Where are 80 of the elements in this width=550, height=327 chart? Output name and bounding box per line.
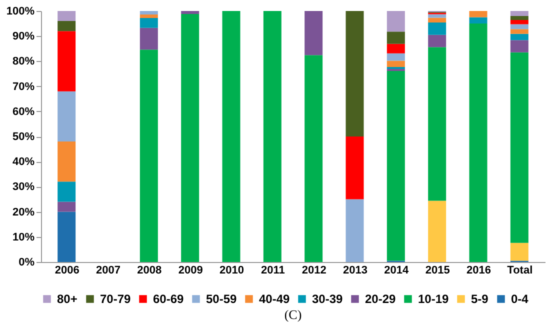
- bar: [510, 24, 528, 30]
- bar: [510, 40, 528, 52]
- bar: [428, 22, 446, 35]
- bar: [428, 18, 446, 23]
- bar: [263, 11, 282, 262]
- y-tick-label: 30%: [12, 181, 35, 194]
- bar: [386, 53, 405, 61]
- bar: [510, 16, 528, 20]
- bar: [140, 14, 158, 18]
- bar: [58, 182, 76, 202]
- x-tick-label: 2013: [343, 264, 368, 276]
- bar: [58, 11, 76, 22]
- bar: [140, 18, 158, 28]
- bar: [386, 44, 405, 54]
- bar: [346, 11, 364, 136]
- legend-label: 70-79: [100, 292, 132, 306]
- bar: [304, 55, 323, 262]
- x-tick-label: 2011: [260, 264, 285, 276]
- bar: [346, 199, 364, 262]
- bar: [222, 11, 240, 262]
- x-tick-label: 2009: [178, 264, 203, 276]
- bar: [428, 200, 446, 262]
- text: (C): [284, 307, 302, 322]
- legend-label: 50-59: [206, 292, 238, 306]
- bar: [386, 60, 405, 67]
- bar: [304, 11, 323, 56]
- bar: [181, 11, 200, 14]
- x-tick-label: Total: [507, 264, 533, 276]
- legend-label: 20-29: [365, 292, 396, 306]
- bar: [386, 32, 405, 44]
- x-tick-label: 2007: [96, 264, 120, 276]
- y-tick-label: 70%: [12, 80, 35, 93]
- bar: [428, 14, 446, 18]
- bar: [510, 34, 528, 40]
- y-tick-label: 90%: [12, 30, 35, 43]
- x-tick-label: 2012: [302, 264, 326, 276]
- x-tick-label: 2008: [137, 264, 162, 276]
- bar: [58, 91, 76, 142]
- y-tick-label: 0%: [18, 256, 35, 268]
- legend-label: 10-19: [418, 292, 450, 306]
- bar: [58, 202, 76, 212]
- legend-label: 60-69: [153, 292, 184, 306]
- bar: [510, 52, 528, 243]
- y-tick-label: 50%: [12, 131, 35, 143]
- x-tick-label: 2015: [425, 264, 450, 276]
- legend-label: 40-49: [259, 292, 290, 306]
- bar: [386, 11, 405, 32]
- bar: [386, 70, 405, 261]
- bar: [140, 28, 158, 50]
- y-tick-label: 80%: [12, 56, 35, 68]
- x-tick-label: 2014: [384, 264, 410, 276]
- legend-label: 80+: [57, 292, 78, 306]
- legend-label: 0-4: [511, 292, 529, 306]
- bar: [510, 20, 528, 24]
- bar: [469, 11, 488, 18]
- bar: [510, 29, 528, 34]
- bar: [346, 136, 364, 200]
- bar: [58, 142, 76, 182]
- x-tick-label: 2016: [466, 264, 491, 276]
- x-tick-label: 2006: [54, 264, 80, 276]
- bar: [510, 11, 528, 16]
- bar: [58, 21, 76, 32]
- bar: [428, 34, 446, 48]
- bar: [181, 14, 200, 262]
- bar: [469, 24, 488, 262]
- y-tick-label: 60%: [12, 106, 35, 118]
- bar: [140, 50, 158, 262]
- y-tick-label: 20%: [12, 206, 35, 218]
- legend-label: 5-9: [471, 292, 489, 306]
- y-tick-label: 40%: [12, 156, 35, 168]
- bar: [428, 47, 446, 201]
- y-tick-label: 100%: [6, 6, 35, 18]
- y-tick-label: 10%: [12, 231, 35, 244]
- bar: [510, 242, 528, 261]
- bar: [58, 31, 76, 92]
- bar: [58, 212, 76, 262]
- bar: [140, 11, 158, 15]
- bar: [469, 17, 488, 24]
- legend-label: 30-39: [312, 292, 344, 306]
- x-tick-label: 2010: [220, 264, 244, 276]
